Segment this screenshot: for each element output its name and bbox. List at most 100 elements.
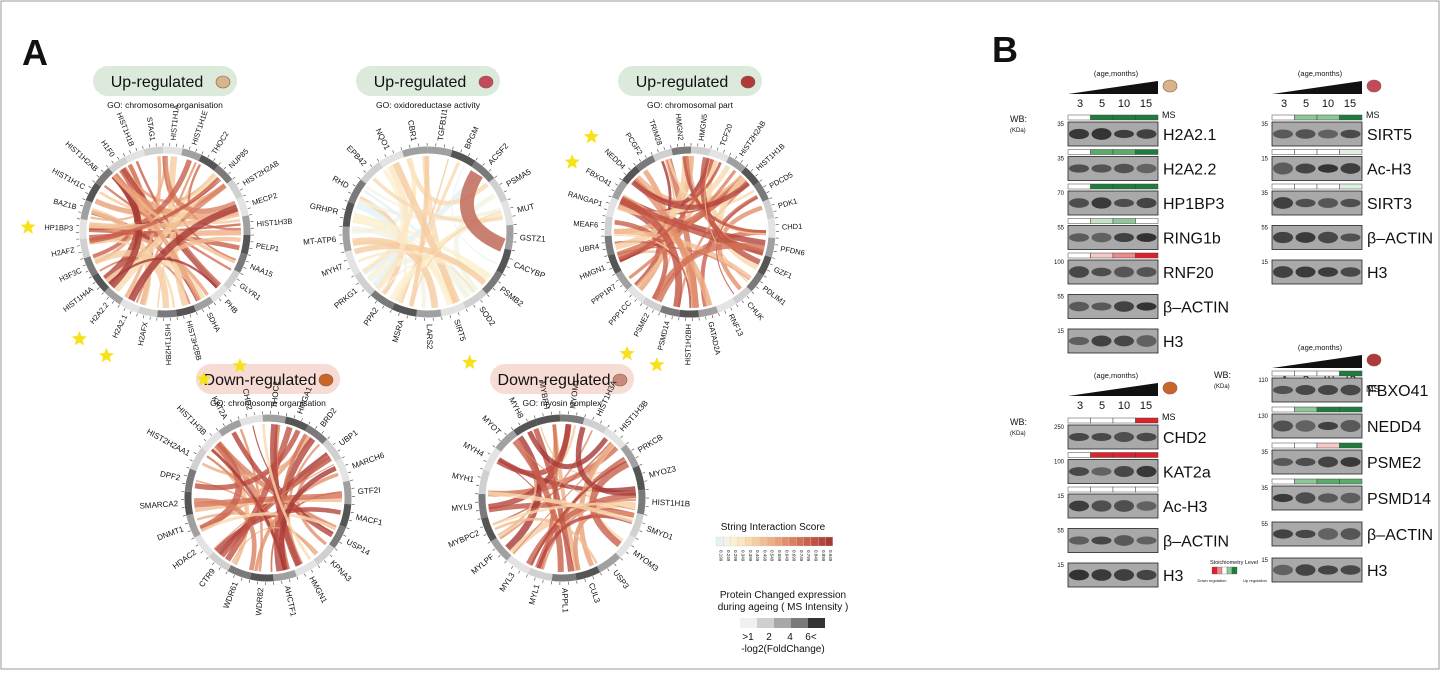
stoich-swatch: [1227, 567, 1232, 574]
blot-band: [1273, 163, 1293, 175]
legend-tick: 4: [787, 632, 793, 643]
blot-band: [1341, 233, 1361, 241]
legend-tick: 6<: [805, 632, 817, 643]
blot-band: [1069, 433, 1089, 441]
protein-label: SIRT5: [1367, 127, 1412, 144]
lane-label: 3: [1281, 98, 1287, 110]
protein-label: H2A2.1: [1163, 127, 1216, 144]
ms-cell: [1295, 150, 1318, 155]
lane-label: 5: [1099, 400, 1105, 412]
kda-value: 35: [1057, 157, 1064, 163]
organ-icon: [1163, 80, 1177, 92]
gene-label: CHD1: [782, 222, 803, 232]
legend-tick: 0.549: [770, 550, 775, 562]
blot-band: [1092, 128, 1112, 140]
blot-band: [1092, 500, 1112, 511]
kda-value: 55: [1057, 529, 1064, 535]
kda-value: 15: [1261, 260, 1268, 266]
blot-band: [1341, 457, 1361, 467]
stoich-down: Down regulation: [1198, 578, 1227, 583]
blot-band: [1273, 266, 1293, 278]
protein-label: H3: [1367, 265, 1388, 282]
gene-label: HIST1H2BH: [683, 324, 693, 365]
legend-tick: 0.449: [755, 550, 760, 562]
circos-title: Up-regulated: [111, 74, 204, 91]
ring-segment: [346, 481, 348, 504]
blot-band: [1318, 198, 1338, 208]
blot-band: [1137, 501, 1157, 510]
ms-cell: [1272, 407, 1295, 412]
ms-cell: [1113, 150, 1136, 155]
blot-band: [1296, 163, 1316, 173]
ring-segment: [251, 576, 274, 578]
legend-swatch: [789, 537, 796, 546]
protein-label: H3: [1163, 568, 1184, 585]
legend-tick: 0.599: [777, 550, 782, 562]
legend-title: during ageing ( MS Intensity ): [718, 602, 849, 613]
blot-band: [1092, 197, 1112, 208]
blot-band: [1069, 129, 1089, 139]
blot-band: [1092, 233, 1112, 243]
legend-swatch: [811, 537, 818, 546]
blot-band: [1296, 530, 1316, 538]
ms-label: MS: [1162, 412, 1176, 422]
blot-band: [1296, 232, 1316, 243]
blot-band: [1273, 529, 1293, 538]
ms-cell: [1113, 453, 1136, 458]
ms-cell: [1272, 150, 1295, 155]
gene-label: GSTZ1: [520, 233, 547, 244]
legend-tick: 0.199: [719, 550, 724, 562]
kda-value: 55: [1261, 522, 1268, 528]
blot-band: [1341, 385, 1361, 396]
lane-label: 10: [1118, 400, 1130, 412]
protein-label: RING1b: [1163, 231, 1221, 248]
legend-swatch: [782, 537, 789, 546]
protein-label: β–ACTIN: [1367, 231, 1433, 248]
lane-label: 15: [1140, 98, 1152, 110]
lane-label: 5: [1099, 98, 1105, 110]
ms-cell: [1272, 115, 1295, 120]
protein-label: FBXO41: [1367, 383, 1428, 400]
legend-tick: 0.299: [733, 550, 738, 562]
ring-segment: [672, 150, 691, 152]
gene-label: HP1BP3: [44, 223, 73, 233]
protein-label: β–ACTIN: [1367, 527, 1433, 544]
blot-band: [1296, 199, 1316, 208]
legend-swatch: [760, 537, 767, 546]
protein-label: HP1BP3: [1163, 196, 1224, 213]
wb-label: WB:: [1010, 417, 1027, 427]
gene-label: GTF2I: [357, 486, 380, 496]
blot-band: [1114, 199, 1134, 207]
kda-value: 15: [1057, 563, 1064, 569]
blot-band: [1069, 536, 1089, 544]
legend-swatch: [738, 537, 745, 546]
ms-cell: [1295, 443, 1318, 448]
ms-cell: [1295, 184, 1318, 189]
ring-segment: [188, 492, 190, 515]
kda-value: 35: [1261, 450, 1268, 456]
blot-band: [1273, 494, 1293, 502]
lane-label: 3: [1077, 400, 1083, 412]
legend-title: String Interaction Score: [721, 522, 826, 533]
protein-label: H3: [1163, 334, 1184, 351]
ring-segment: [245, 216, 247, 235]
stoich-swatch: [1222, 567, 1227, 574]
legend-swatch: [723, 537, 730, 546]
stoich-swatch: [1232, 567, 1237, 574]
ms-cell: [1091, 219, 1114, 224]
blot-band: [1318, 232, 1338, 243]
ring-segment: [537, 418, 561, 422]
ms-cell: [1113, 418, 1136, 423]
ring-segment: [83, 239, 87, 258]
blot-band: [1296, 492, 1316, 503]
lane-label: 10: [1118, 98, 1130, 110]
ms-cell: [1317, 443, 1340, 448]
ms-cell: [1136, 150, 1159, 155]
legend-tick: 2: [766, 632, 772, 643]
panel-letter: B: [992, 29, 1018, 70]
blot-band: [1318, 164, 1338, 173]
protein-label: NEDD4: [1367, 419, 1421, 436]
ms-cell: [1091, 184, 1114, 189]
blot-band: [1296, 458, 1316, 466]
kda-value: 70: [1057, 191, 1064, 197]
